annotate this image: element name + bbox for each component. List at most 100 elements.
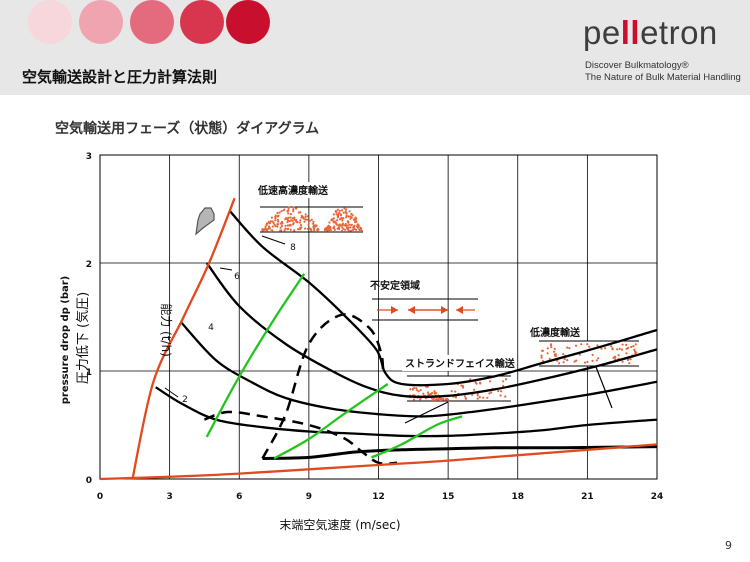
dilute-particle bbox=[550, 344, 553, 347]
dilute-particle bbox=[632, 345, 635, 348]
trend-up-arrow-icon bbox=[195, 207, 215, 236]
dense-particle-right bbox=[328, 221, 331, 224]
dilute-particle bbox=[591, 353, 594, 357]
capacity-value-6: 6 bbox=[234, 272, 240, 282]
series-curve-green_1 bbox=[205, 273, 306, 438]
dilute-particle bbox=[610, 345, 613, 348]
dilute-particle bbox=[580, 343, 583, 346]
leader-dilute bbox=[595, 366, 613, 409]
dilute-particle bbox=[548, 357, 551, 360]
dense-particle-left bbox=[312, 222, 315, 225]
dense-particle-left bbox=[276, 225, 279, 228]
dense-particle-left bbox=[297, 211, 300, 214]
dilute-particle bbox=[540, 356, 543, 359]
y-axis-label-jp: 圧力低下 (気圧) bbox=[75, 292, 91, 384]
series-curve-8 bbox=[229, 210, 658, 387]
dense-particle-right bbox=[347, 226, 350, 229]
series-curve-6 bbox=[205, 262, 658, 398]
dense-particle-right bbox=[333, 221, 336, 224]
dense-particle-right bbox=[341, 219, 344, 222]
dense-particle-right bbox=[338, 209, 341, 212]
x-tick-label: 6 bbox=[236, 492, 242, 502]
dense-particle-right bbox=[327, 228, 330, 231]
dense-particle-left bbox=[304, 227, 307, 230]
dilute-particle bbox=[578, 353, 581, 356]
leader-strand bbox=[404, 401, 449, 424]
dilute-particle bbox=[617, 354, 620, 357]
dense-particle-right bbox=[336, 227, 339, 230]
dense-particle-left bbox=[316, 227, 319, 230]
strand-particle bbox=[454, 390, 457, 393]
dilute-particle bbox=[625, 352, 628, 355]
region-label-unstable: 不安定領域 bbox=[370, 279, 420, 292]
dense-particle-left bbox=[310, 229, 313, 232]
dilute-particle bbox=[620, 348, 624, 351]
region-label-dense: 低速高濃度輸送 bbox=[257, 184, 329, 197]
dilute-particle bbox=[616, 348, 619, 351]
strand-particle bbox=[419, 389, 422, 392]
leader-line-2 bbox=[164, 387, 179, 398]
dense-particle-right bbox=[328, 229, 331, 232]
x-tick-label: 3 bbox=[166, 492, 172, 502]
dense-particle-right bbox=[354, 220, 357, 223]
dilute-particle bbox=[618, 347, 621, 350]
dilute-particle bbox=[629, 358, 632, 361]
dilute-particle bbox=[546, 347, 549, 350]
dense-particle-right bbox=[360, 227, 363, 230]
pelletron-logo: pelletron bbox=[583, 14, 718, 51]
dense-particle-right bbox=[345, 212, 348, 215]
series-curve-red_left bbox=[131, 197, 236, 480]
strand-particle bbox=[454, 396, 457, 399]
dense-particle-left bbox=[280, 222, 283, 225]
dense-particle-left bbox=[270, 229, 273, 233]
dense-particle-right bbox=[327, 224, 330, 227]
dilute-pipe-bg bbox=[539, 341, 639, 366]
dense-particle-left bbox=[289, 223, 292, 227]
dense-particle-left bbox=[283, 229, 286, 232]
unstable-arrow-right-2-head bbox=[441, 306, 448, 314]
strand-particle bbox=[478, 396, 481, 399]
dense-particle-left bbox=[286, 227, 289, 231]
strand-particle bbox=[488, 392, 491, 395]
dense-particle-right bbox=[340, 209, 344, 212]
dilute-particle bbox=[553, 353, 557, 356]
dilute-particle bbox=[614, 356, 617, 359]
y-tick-label: 2 bbox=[86, 260, 92, 270]
dense-particle-right bbox=[353, 227, 356, 230]
dense-particle-right bbox=[337, 215, 340, 218]
dense-particle-right bbox=[340, 216, 343, 220]
dense-particle-left bbox=[288, 206, 291, 209]
dense-particle-right bbox=[336, 208, 339, 211]
dense-particle-left bbox=[308, 219, 311, 222]
dense-particle-left bbox=[292, 210, 295, 213]
dense-particle-right bbox=[347, 215, 350, 218]
header-dot-3 bbox=[130, 0, 174, 44]
page-number: 9 bbox=[725, 539, 732, 552]
dense-particle-right bbox=[341, 223, 344, 227]
capacity-value-8: 8 bbox=[290, 243, 296, 253]
dense-particle-right bbox=[340, 229, 344, 232]
dense-particle-right bbox=[345, 216, 348, 219]
dense-particle-left bbox=[284, 227, 287, 230]
dense-particle-left bbox=[295, 207, 298, 210]
dense-particle-left bbox=[270, 216, 273, 219]
dilute-particle bbox=[588, 345, 591, 348]
dense-particle-left bbox=[268, 222, 271, 225]
dense-particle-left bbox=[284, 224, 287, 227]
y-tick-label: 1 bbox=[86, 368, 92, 378]
dilute-particle bbox=[611, 347, 614, 350]
strand-particle bbox=[502, 380, 505, 383]
dense-particle-right bbox=[345, 208, 348, 211]
dense-particle-right bbox=[350, 229, 353, 232]
dense-particle-right bbox=[344, 222, 347, 226]
header-dot-2 bbox=[79, 0, 123, 44]
capacity-value-4: 4 bbox=[208, 323, 214, 333]
dense-particle-left bbox=[304, 213, 307, 216]
strand-particle bbox=[432, 397, 435, 400]
dense-particle-left bbox=[291, 217, 294, 220]
strand-particle bbox=[478, 381, 482, 384]
y-tick-label: 0 bbox=[86, 476, 92, 486]
strand-particle bbox=[415, 387, 418, 390]
dense-particle-right bbox=[335, 223, 338, 226]
dense-particle-right bbox=[353, 225, 356, 228]
